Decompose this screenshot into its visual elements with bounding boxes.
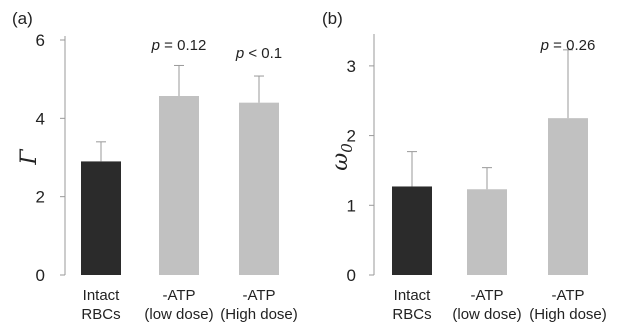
panel-label: (a) [12, 9, 33, 28]
bar [81, 161, 121, 275]
y-tick-label: 0 [36, 266, 45, 285]
y-tick-label: 2 [347, 127, 356, 146]
bar [548, 118, 588, 275]
y-tick-label: 4 [36, 109, 45, 128]
y-axis-label: ω0 [328, 143, 356, 171]
bar [392, 186, 432, 275]
panel-b: (b) 0 1 2 3 ω0 Intact RBCs -ATP (low dose)-ATP (Hi… [322, 9, 607, 323]
category-label: -ATP (low dose) [452, 287, 521, 323]
p-value-annotation: p < 0.1 [235, 45, 282, 62]
category-label: -ATP (High dose) [220, 287, 298, 323]
y-axis-label: Γ [17, 149, 42, 166]
bar [159, 96, 199, 275]
y-tick-label: 3 [347, 57, 356, 76]
y-tick-label: 2 [36, 188, 45, 207]
bar [467, 189, 507, 275]
panel-a: (a) 0 2 4 6 Γ Intact RBCs -ATP (low dose)-ATP (Hig… [12, 9, 298, 323]
p-value-annotation: p = 0.26 [540, 37, 596, 54]
y-tick-label: 0 [347, 266, 356, 285]
category-label: -ATP (High dose) [529, 287, 607, 323]
p-value-annotation: p = 0.12 [151, 37, 207, 54]
category-label: Intact RBCs [81, 287, 120, 323]
panel-label: (b) [322, 9, 343, 28]
category-label: Intact RBCs [392, 287, 431, 323]
y-tick-label: 1 [347, 196, 356, 215]
y-tick-label: 6 [36, 31, 45, 50]
bar [239, 102, 279, 276]
category-label: -ATP (low dose) [144, 287, 213, 323]
